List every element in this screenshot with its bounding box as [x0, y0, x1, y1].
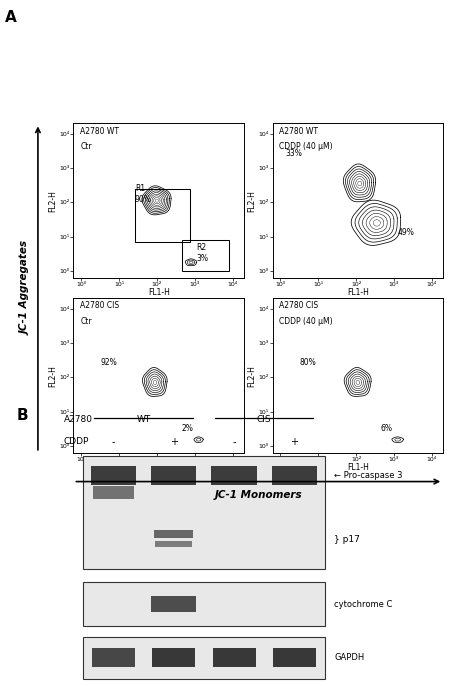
Text: 2%: 2%: [182, 424, 193, 433]
Text: 33%: 33%: [286, 150, 303, 158]
Y-axis label: FL2-H: FL2-H: [49, 365, 58, 386]
Y-axis label: FL2-H: FL2-H: [248, 190, 257, 211]
Text: ← Pro-caspase 3: ← Pro-caspase 3: [334, 471, 403, 480]
Text: JC-1 Aggregates: JC-1 Aggregates: [21, 241, 31, 335]
Text: A2780 WT: A2780 WT: [80, 126, 119, 136]
Text: A2780: A2780: [64, 415, 93, 424]
Text: 92%: 92%: [100, 358, 117, 368]
X-axis label: FL1-H: FL1-H: [148, 463, 170, 473]
Text: B: B: [17, 408, 28, 423]
Text: A: A: [5, 10, 17, 25]
Text: WT: WT: [136, 415, 151, 424]
Text: +: +: [291, 437, 299, 447]
Text: A2780 WT: A2780 WT: [279, 126, 319, 136]
Bar: [182, 240, 229, 271]
Text: CDDP (40 μM): CDDP (40 μM): [279, 142, 333, 151]
Text: +: +: [170, 437, 178, 447]
Text: A2780 CIS: A2780 CIS: [279, 302, 319, 311]
Text: 49%: 49%: [398, 228, 415, 237]
Text: CDDP: CDDP: [64, 437, 90, 446]
Text: JC-1 Monomers: JC-1 Monomers: [215, 490, 302, 500]
Text: -: -: [111, 437, 115, 447]
Text: R2
3%: R2 3%: [197, 243, 209, 263]
Bar: [135, 189, 190, 242]
Text: cytochrome C: cytochrome C: [334, 600, 392, 608]
X-axis label: FL1-H: FL1-H: [347, 463, 369, 473]
Text: -: -: [232, 437, 236, 447]
Text: Ctr: Ctr: [80, 317, 92, 326]
Text: CIS: CIS: [257, 415, 272, 424]
Text: 80%: 80%: [299, 358, 316, 368]
X-axis label: FL1-H: FL1-H: [347, 288, 369, 298]
Y-axis label: FL2-H: FL2-H: [248, 365, 257, 386]
Text: CDDP (40 μM): CDDP (40 μM): [279, 317, 333, 326]
Text: 6%: 6%: [381, 424, 392, 433]
X-axis label: FL1-H: FL1-H: [148, 288, 170, 298]
Text: R1
90%: R1 90%: [135, 183, 152, 204]
Text: } p17: } p17: [334, 534, 360, 544]
Y-axis label: FL2-H: FL2-H: [49, 190, 58, 211]
Text: Ctr: Ctr: [80, 142, 92, 151]
Text: A2780 CIS: A2780 CIS: [80, 302, 119, 311]
Text: GAPDH: GAPDH: [334, 653, 365, 663]
